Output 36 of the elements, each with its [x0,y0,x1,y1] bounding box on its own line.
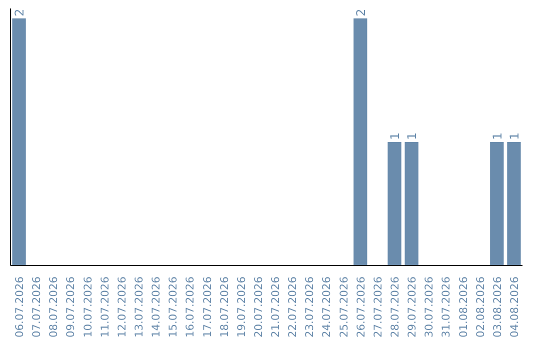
x-tick-label: 10.07.2026 [81,276,94,338]
data-label: 1 [507,132,522,140]
data-label: 1 [405,132,420,140]
x-tick-label: 26.07.2026 [354,276,368,338]
x-tick-label: 31.07.2026 [440,276,453,338]
x-tick-label: 09.07.2026 [64,276,78,338]
data-label: 2 [12,8,27,16]
x-tick-label: 07.07.2026 [30,276,44,338]
data-label: 2 [354,8,368,16]
x-tick-label: 28.07.2026 [388,276,402,338]
data-label: 1 [388,132,402,140]
x-tick-label: 12.07.2026 [115,276,128,338]
x-tick-label: 16.07.2026 [184,276,197,338]
x-tick-label: 24.07.2026 [320,276,334,338]
x-tick-label: 11.07.2026 [98,276,112,338]
x-tick-label: 04.08.2026 [508,276,521,338]
x-tick-label: 22.07.2026 [286,276,300,338]
x-tick-label: 01.08.2026 [456,276,470,338]
x-tick-label: 25.07.2026 [337,276,350,338]
x-tick-label: 17.07.2026 [200,276,214,338]
x-tick-label: 30.07.2026 [422,276,436,338]
x-tick-label: 19.07.2026 [234,276,248,338]
x-tick-label: 21.07.2026 [269,276,282,338]
x-tick-label: 20.07.2026 [252,276,265,338]
x-tick-label: 27.07.2026 [371,276,384,338]
x-tick-label: 29.07.2026 [406,276,419,338]
x-tick-label: 23.07.2026 [303,276,316,338]
data-label: 1 [490,132,504,140]
x-tick-label: 02.08.2026 [474,276,487,338]
x-tick-label: 13.07.2026 [132,276,146,338]
x-tick-label: 08.07.2026 [47,276,60,338]
x-tick-label: 18.07.2026 [218,276,231,338]
x-tick-label: 15.07.2026 [166,276,180,338]
x-tick-label: 06.07.2026 [13,276,26,338]
x-tick-label: 03.08.2026 [490,276,504,338]
x-tick-label: 14.07.2026 [150,276,163,338]
